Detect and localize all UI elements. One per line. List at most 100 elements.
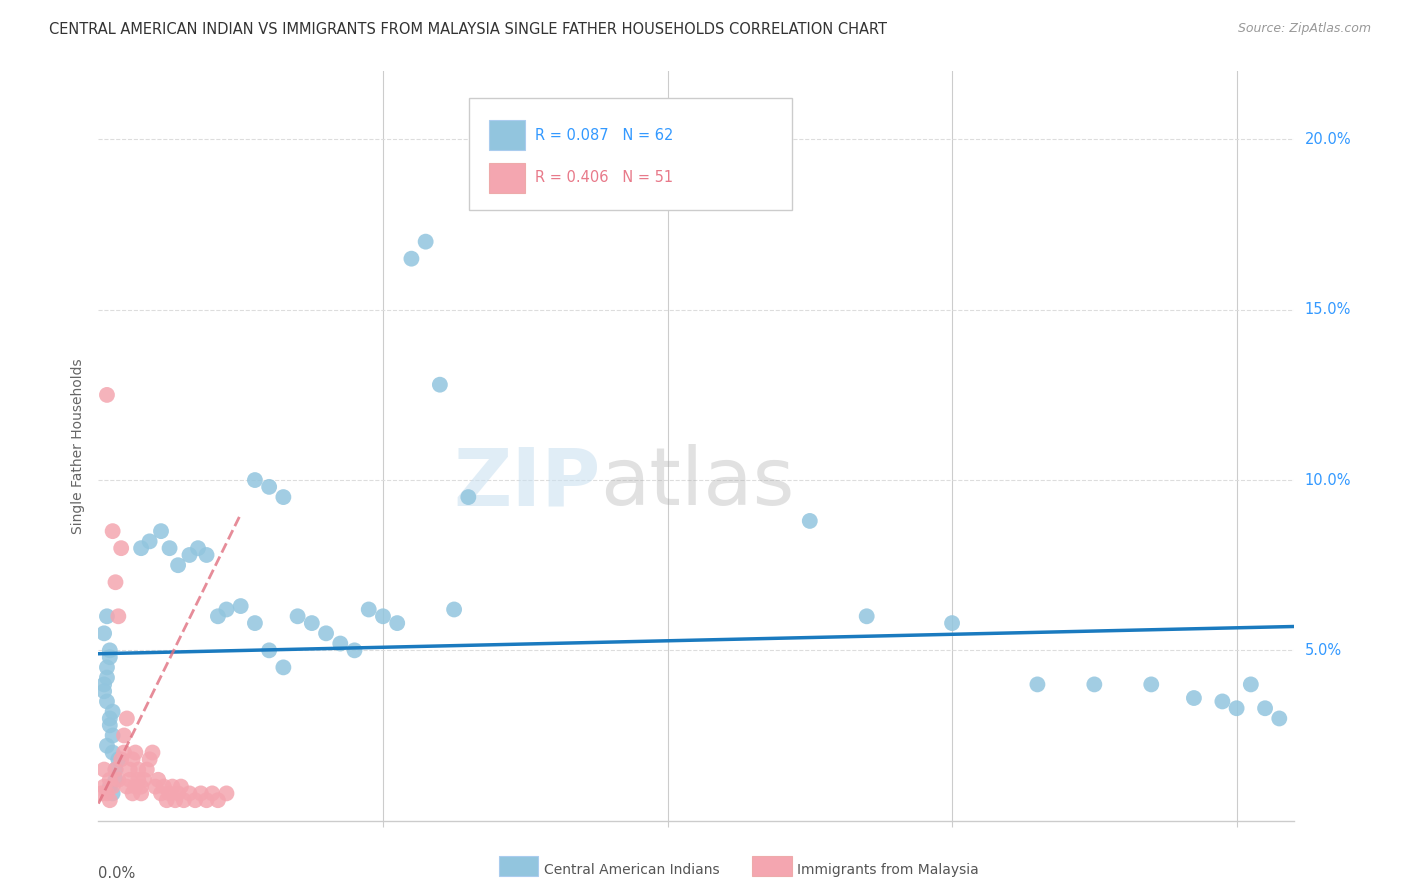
Point [98, 718, 121, 732]
Point [215, 786, 238, 800]
Point [101, 780, 124, 794]
Point [129, 541, 152, 556]
Point [162, 780, 184, 794]
Point [1140, 677, 1163, 691]
Point [165, 793, 187, 807]
Text: CENTRAL AMERICAN INDIAN VS IMMIGRANTS FROM MALAYSIA SINGLE FATHER HOUSEHOLDS COR: CENTRAL AMERICAN INDIAN VS IMMIGRANTS FR… [49, 22, 887, 37]
Point [329, 636, 352, 650]
Point [287, 609, 309, 624]
Point [150, 524, 173, 538]
Point [129, 786, 152, 800]
Point [257, 480, 280, 494]
Text: Immigrants from Malaysia: Immigrants from Malaysia [797, 863, 979, 877]
Point [315, 626, 337, 640]
Point [195, 793, 218, 807]
Text: 20.0%: 20.0% [1305, 132, 1351, 147]
Point [121, 752, 143, 766]
Point [855, 609, 877, 624]
Point [195, 548, 218, 562]
Point [243, 473, 266, 487]
Point [112, 746, 135, 760]
Point [1240, 677, 1263, 691]
Point [243, 616, 266, 631]
Point [229, 599, 252, 613]
Point [343, 643, 366, 657]
Point [110, 752, 132, 766]
Point [179, 548, 201, 562]
Point [112, 729, 135, 743]
Point [187, 541, 209, 556]
Point [273, 490, 295, 504]
Point [273, 660, 295, 674]
Point [357, 602, 380, 616]
Point [401, 252, 423, 266]
Point [93, 626, 115, 640]
Point [170, 780, 193, 794]
Point [107, 609, 129, 624]
Point [115, 780, 138, 794]
Point [941, 616, 963, 631]
Point [429, 377, 451, 392]
Point [184, 793, 207, 807]
Point [1211, 694, 1233, 708]
Point [96, 739, 118, 753]
Point [124, 780, 146, 794]
Text: 0.0%: 0.0% [98, 865, 135, 880]
Point [93, 780, 115, 794]
Point [167, 558, 190, 573]
FancyBboxPatch shape [470, 97, 792, 210]
Point [159, 541, 181, 556]
Point [1226, 701, 1249, 715]
Point [101, 729, 124, 743]
Point [98, 772, 121, 787]
Point [148, 772, 170, 787]
Point [93, 763, 115, 777]
Point [135, 763, 157, 777]
Point [207, 609, 229, 624]
Text: Central American Indians: Central American Indians [544, 863, 720, 877]
Point [96, 388, 118, 402]
Point [96, 671, 118, 685]
Point [385, 616, 409, 631]
Point [104, 763, 127, 777]
Point [156, 793, 179, 807]
Point [179, 786, 201, 800]
Text: Source: ZipAtlas.com: Source: ZipAtlas.com [1237, 22, 1371, 36]
Point [90, 786, 112, 800]
Point [127, 763, 149, 777]
Point [104, 575, 127, 590]
Point [101, 705, 124, 719]
Point [799, 514, 821, 528]
Point [96, 609, 118, 624]
Point [443, 602, 465, 616]
Point [153, 780, 176, 794]
Point [96, 786, 118, 800]
Text: ZIP: ZIP [453, 444, 600, 523]
Point [1026, 677, 1049, 691]
Point [101, 524, 124, 538]
Point [98, 793, 121, 807]
Point [110, 541, 132, 556]
Point [215, 602, 238, 616]
Point [1268, 711, 1291, 725]
Point [132, 772, 155, 787]
Point [121, 786, 143, 800]
Point [159, 786, 181, 800]
Point [104, 763, 127, 777]
Point [207, 793, 229, 807]
Point [101, 786, 124, 800]
Point [138, 534, 160, 549]
Point [96, 694, 118, 708]
Point [107, 752, 129, 766]
Point [167, 786, 190, 800]
Point [104, 772, 127, 787]
Point [124, 746, 146, 760]
Point [118, 763, 141, 777]
Point [101, 746, 124, 760]
Text: 5.0%: 5.0% [1305, 643, 1341, 657]
Point [1182, 691, 1205, 706]
Point [98, 711, 121, 725]
Point [173, 793, 195, 807]
Point [127, 772, 149, 787]
Point [301, 616, 323, 631]
